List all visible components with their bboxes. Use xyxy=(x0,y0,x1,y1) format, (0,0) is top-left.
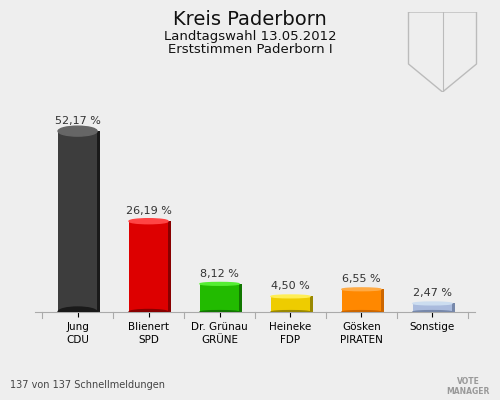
Text: 6,55 %: 6,55 % xyxy=(342,274,381,284)
Text: 52,17 %: 52,17 % xyxy=(54,116,100,126)
Bar xyxy=(61,131,100,312)
Text: Erststimmen Paderborn I: Erststimmen Paderborn I xyxy=(168,43,332,56)
Text: VOTE
MANAGER: VOTE MANAGER xyxy=(446,377,490,396)
Ellipse shape xyxy=(58,307,97,317)
Bar xyxy=(413,304,452,312)
Bar xyxy=(345,289,384,312)
Ellipse shape xyxy=(271,295,310,298)
Bar xyxy=(132,221,171,312)
Text: 2,47 %: 2,47 % xyxy=(413,288,452,298)
Text: 137 von 137 Schnellmeldungen: 137 von 137 Schnellmeldungen xyxy=(10,380,165,390)
Ellipse shape xyxy=(129,219,168,224)
Text: Landtagswahl 13.05.2012: Landtagswahl 13.05.2012 xyxy=(164,30,336,43)
Ellipse shape xyxy=(271,311,310,313)
Bar xyxy=(416,304,455,312)
Bar xyxy=(200,284,239,312)
Ellipse shape xyxy=(342,311,381,313)
Ellipse shape xyxy=(200,311,239,313)
Bar xyxy=(342,289,381,312)
Ellipse shape xyxy=(413,311,452,313)
Text: 4,50 %: 4,50 % xyxy=(271,281,310,291)
Bar xyxy=(274,296,313,312)
Bar xyxy=(271,296,310,312)
Text: 26,19 %: 26,19 % xyxy=(126,206,172,216)
Ellipse shape xyxy=(342,288,381,291)
Ellipse shape xyxy=(413,302,452,305)
Text: 8,12 %: 8,12 % xyxy=(200,269,239,279)
Ellipse shape xyxy=(129,310,168,314)
Bar xyxy=(129,221,168,312)
Ellipse shape xyxy=(58,126,97,136)
Bar xyxy=(203,284,242,312)
Ellipse shape xyxy=(200,282,239,285)
Bar xyxy=(58,131,97,312)
Text: Kreis Paderborn: Kreis Paderborn xyxy=(173,10,327,29)
